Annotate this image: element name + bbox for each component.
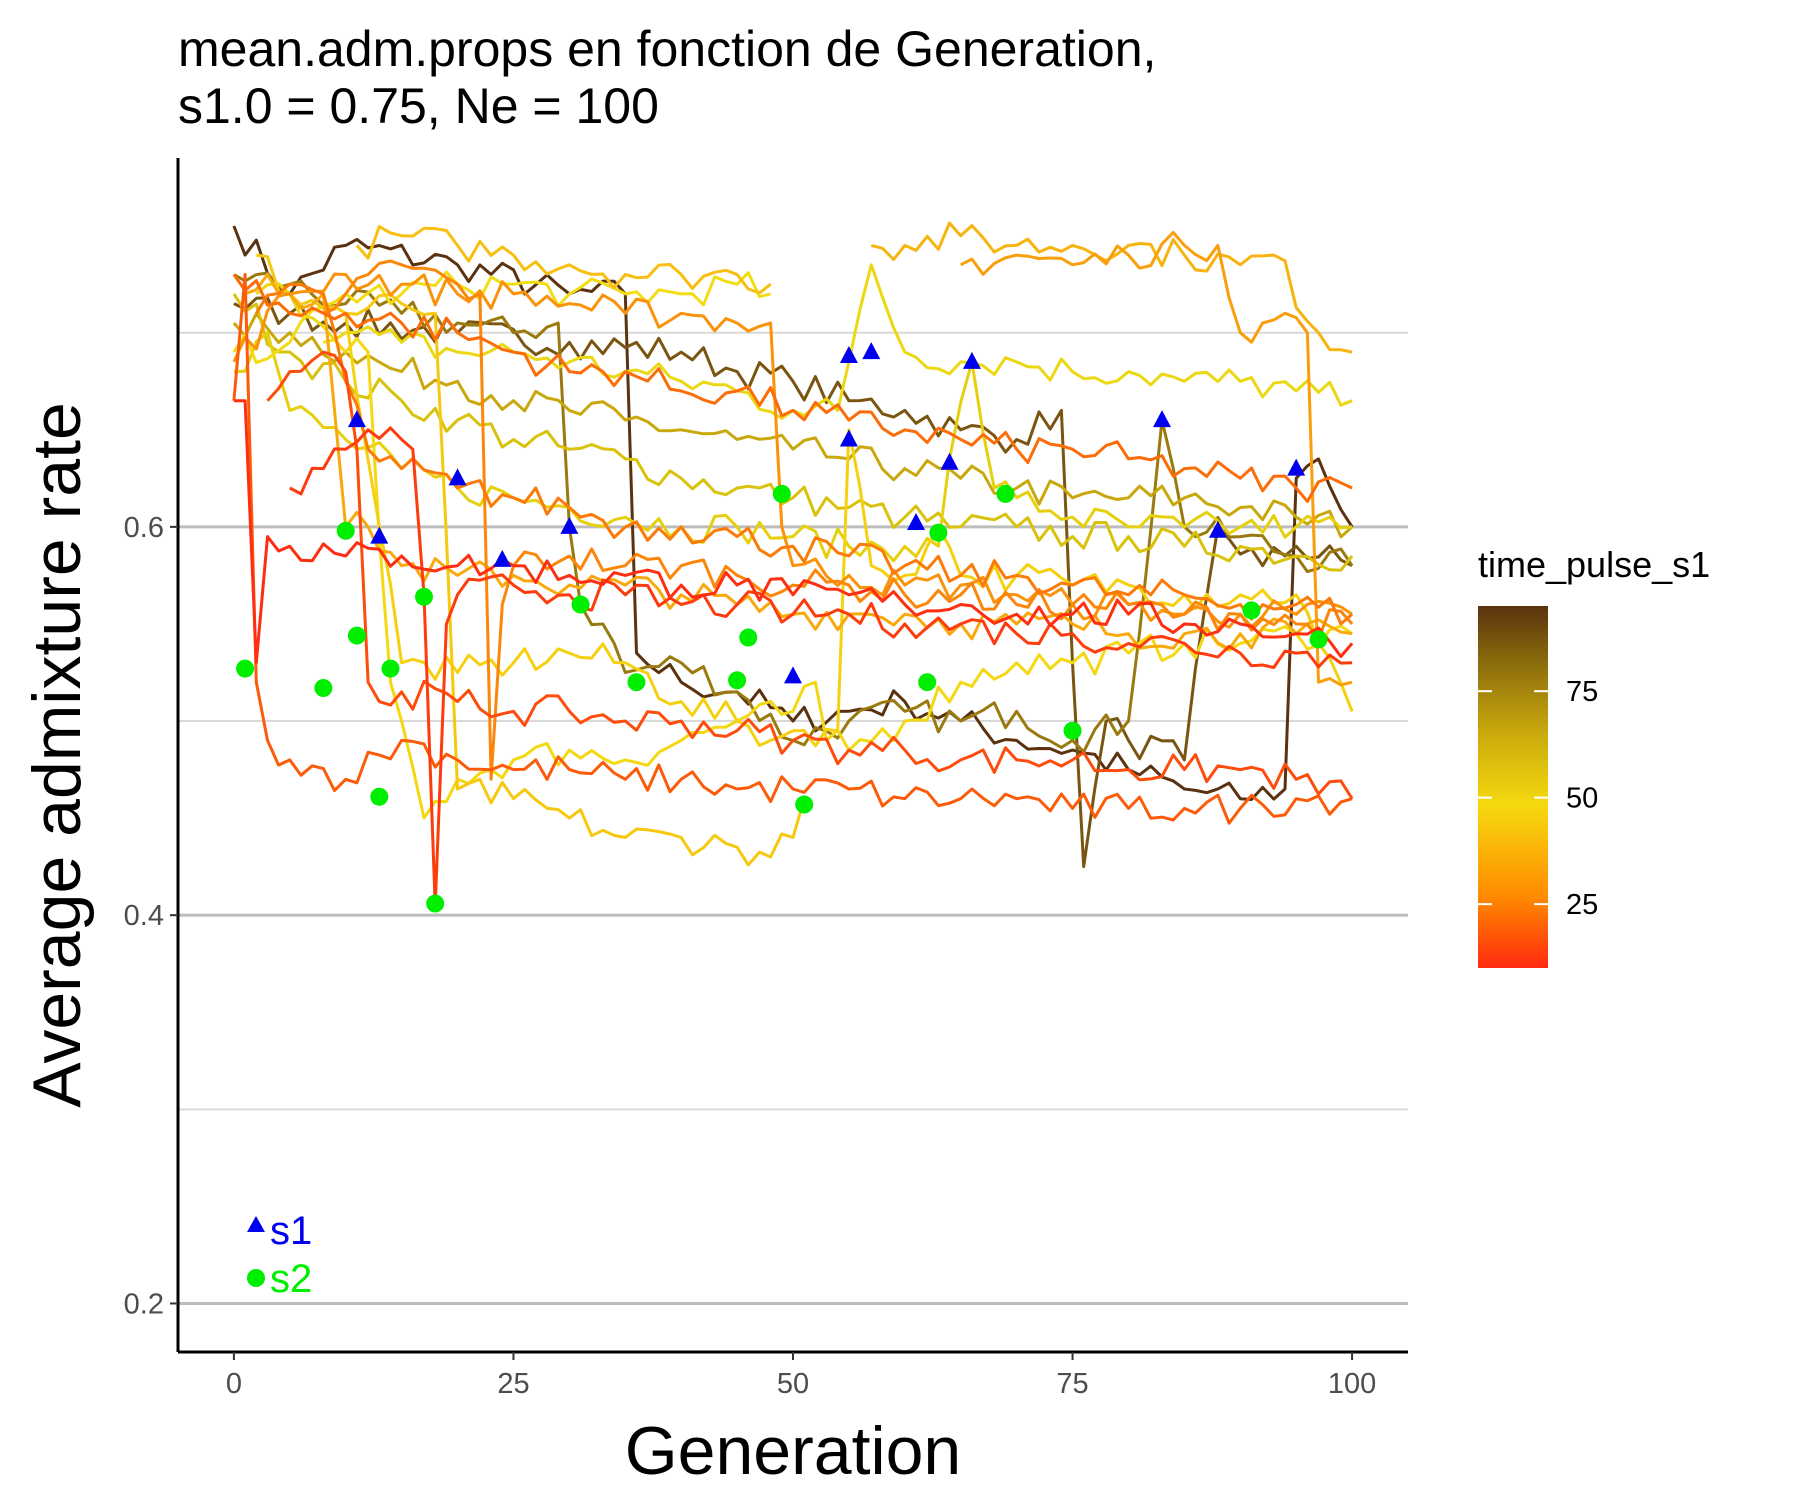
s2-point xyxy=(381,659,400,678)
series-line xyxy=(322,259,1354,781)
s1-point xyxy=(560,516,579,534)
s2-point xyxy=(314,679,333,698)
legend-tick-label: 25 xyxy=(1566,889,1598,921)
s2-point xyxy=(370,787,389,806)
s1-point xyxy=(839,429,858,447)
s1-point xyxy=(1153,410,1171,428)
x-tick-label: 75 xyxy=(1056,1368,1088,1400)
s2-point xyxy=(1063,721,1082,740)
series-line xyxy=(960,230,1353,687)
series-line xyxy=(232,312,1354,539)
y-tick-label: 0.6 xyxy=(124,512,164,544)
s2-point xyxy=(347,626,366,645)
series-line xyxy=(355,225,772,295)
series-line xyxy=(232,273,1353,503)
s2-point xyxy=(1309,630,1328,649)
s1-point xyxy=(1208,520,1227,538)
s2-point xyxy=(415,587,433,606)
legend-ticks: 25 50 75 xyxy=(1478,676,1598,921)
x-tick-label: 50 xyxy=(777,1368,809,1400)
s1-point xyxy=(1287,458,1306,476)
legend-tick-label: 75 xyxy=(1566,676,1598,708)
x-ticks: 0 25 50 75 100 xyxy=(226,1352,1376,1400)
s2-point xyxy=(772,484,791,503)
series-line xyxy=(233,296,1353,869)
series-line xyxy=(289,426,1353,907)
s1-point xyxy=(907,512,925,530)
x-axis-title: Generation xyxy=(625,1413,961,1489)
s1-legend-label: s1 xyxy=(270,1209,312,1253)
series-layer xyxy=(232,221,1354,907)
series-line xyxy=(233,399,1354,665)
s1-point xyxy=(839,346,858,364)
series-line xyxy=(232,225,1354,801)
marker-legend: s1 s2 xyxy=(247,1209,312,1301)
chart-title-line-2: s1.0 = 0.75, Ne = 100 xyxy=(178,78,659,134)
s2-point xyxy=(571,595,590,614)
series-line xyxy=(255,263,1353,420)
s2-point xyxy=(336,521,355,540)
y-axis-title: Average admixture rate xyxy=(19,402,95,1108)
chart-title-line-1: mean.adm.props en fonction de Generation… xyxy=(178,21,1156,77)
series-line xyxy=(232,272,1353,629)
series-line xyxy=(255,282,1354,626)
s2-point xyxy=(426,894,445,913)
s2-point xyxy=(627,673,646,692)
s2-point xyxy=(795,795,814,814)
s2-point xyxy=(1242,601,1261,620)
s2-legend-label: s2 xyxy=(270,1257,312,1301)
y-ticks: 0.2 0.4 0.6 xyxy=(124,512,178,1320)
s1-point xyxy=(940,452,959,470)
s1-point xyxy=(493,549,512,567)
s1-point xyxy=(347,410,366,428)
grid xyxy=(178,331,1408,1305)
s2-point xyxy=(996,484,1015,503)
legend-tick-label: 50 xyxy=(1566,783,1598,815)
series-line xyxy=(232,273,1353,825)
marker-layer xyxy=(236,342,1328,913)
series-line xyxy=(266,350,1354,800)
x-tick-label: 100 xyxy=(1328,1368,1376,1400)
y-tick-label: 0.2 xyxy=(124,1288,164,1320)
x-tick-label: 0 xyxy=(226,1368,242,1400)
legend-colorbar xyxy=(1478,606,1548,968)
s2-point xyxy=(236,659,255,678)
s2-point xyxy=(728,671,747,690)
series-line xyxy=(232,293,1354,572)
s2-point xyxy=(739,628,758,647)
color-legend: time_pulse_s1 25 50 75 xyxy=(1478,544,1710,968)
s1-point xyxy=(370,526,389,544)
s2-legend-dot xyxy=(247,1269,265,1287)
x-tick-label: 25 xyxy=(497,1368,529,1400)
s1-point xyxy=(862,342,881,360)
legend-title: time_pulse_s1 xyxy=(1478,544,1710,585)
s2-point xyxy=(918,673,937,692)
s1-point xyxy=(962,351,981,369)
s1-point xyxy=(784,666,802,684)
y-tick-label: 0.4 xyxy=(124,900,164,932)
s1-legend-triangle xyxy=(247,1216,265,1232)
s2-point xyxy=(929,523,948,542)
s1-point xyxy=(448,468,467,486)
